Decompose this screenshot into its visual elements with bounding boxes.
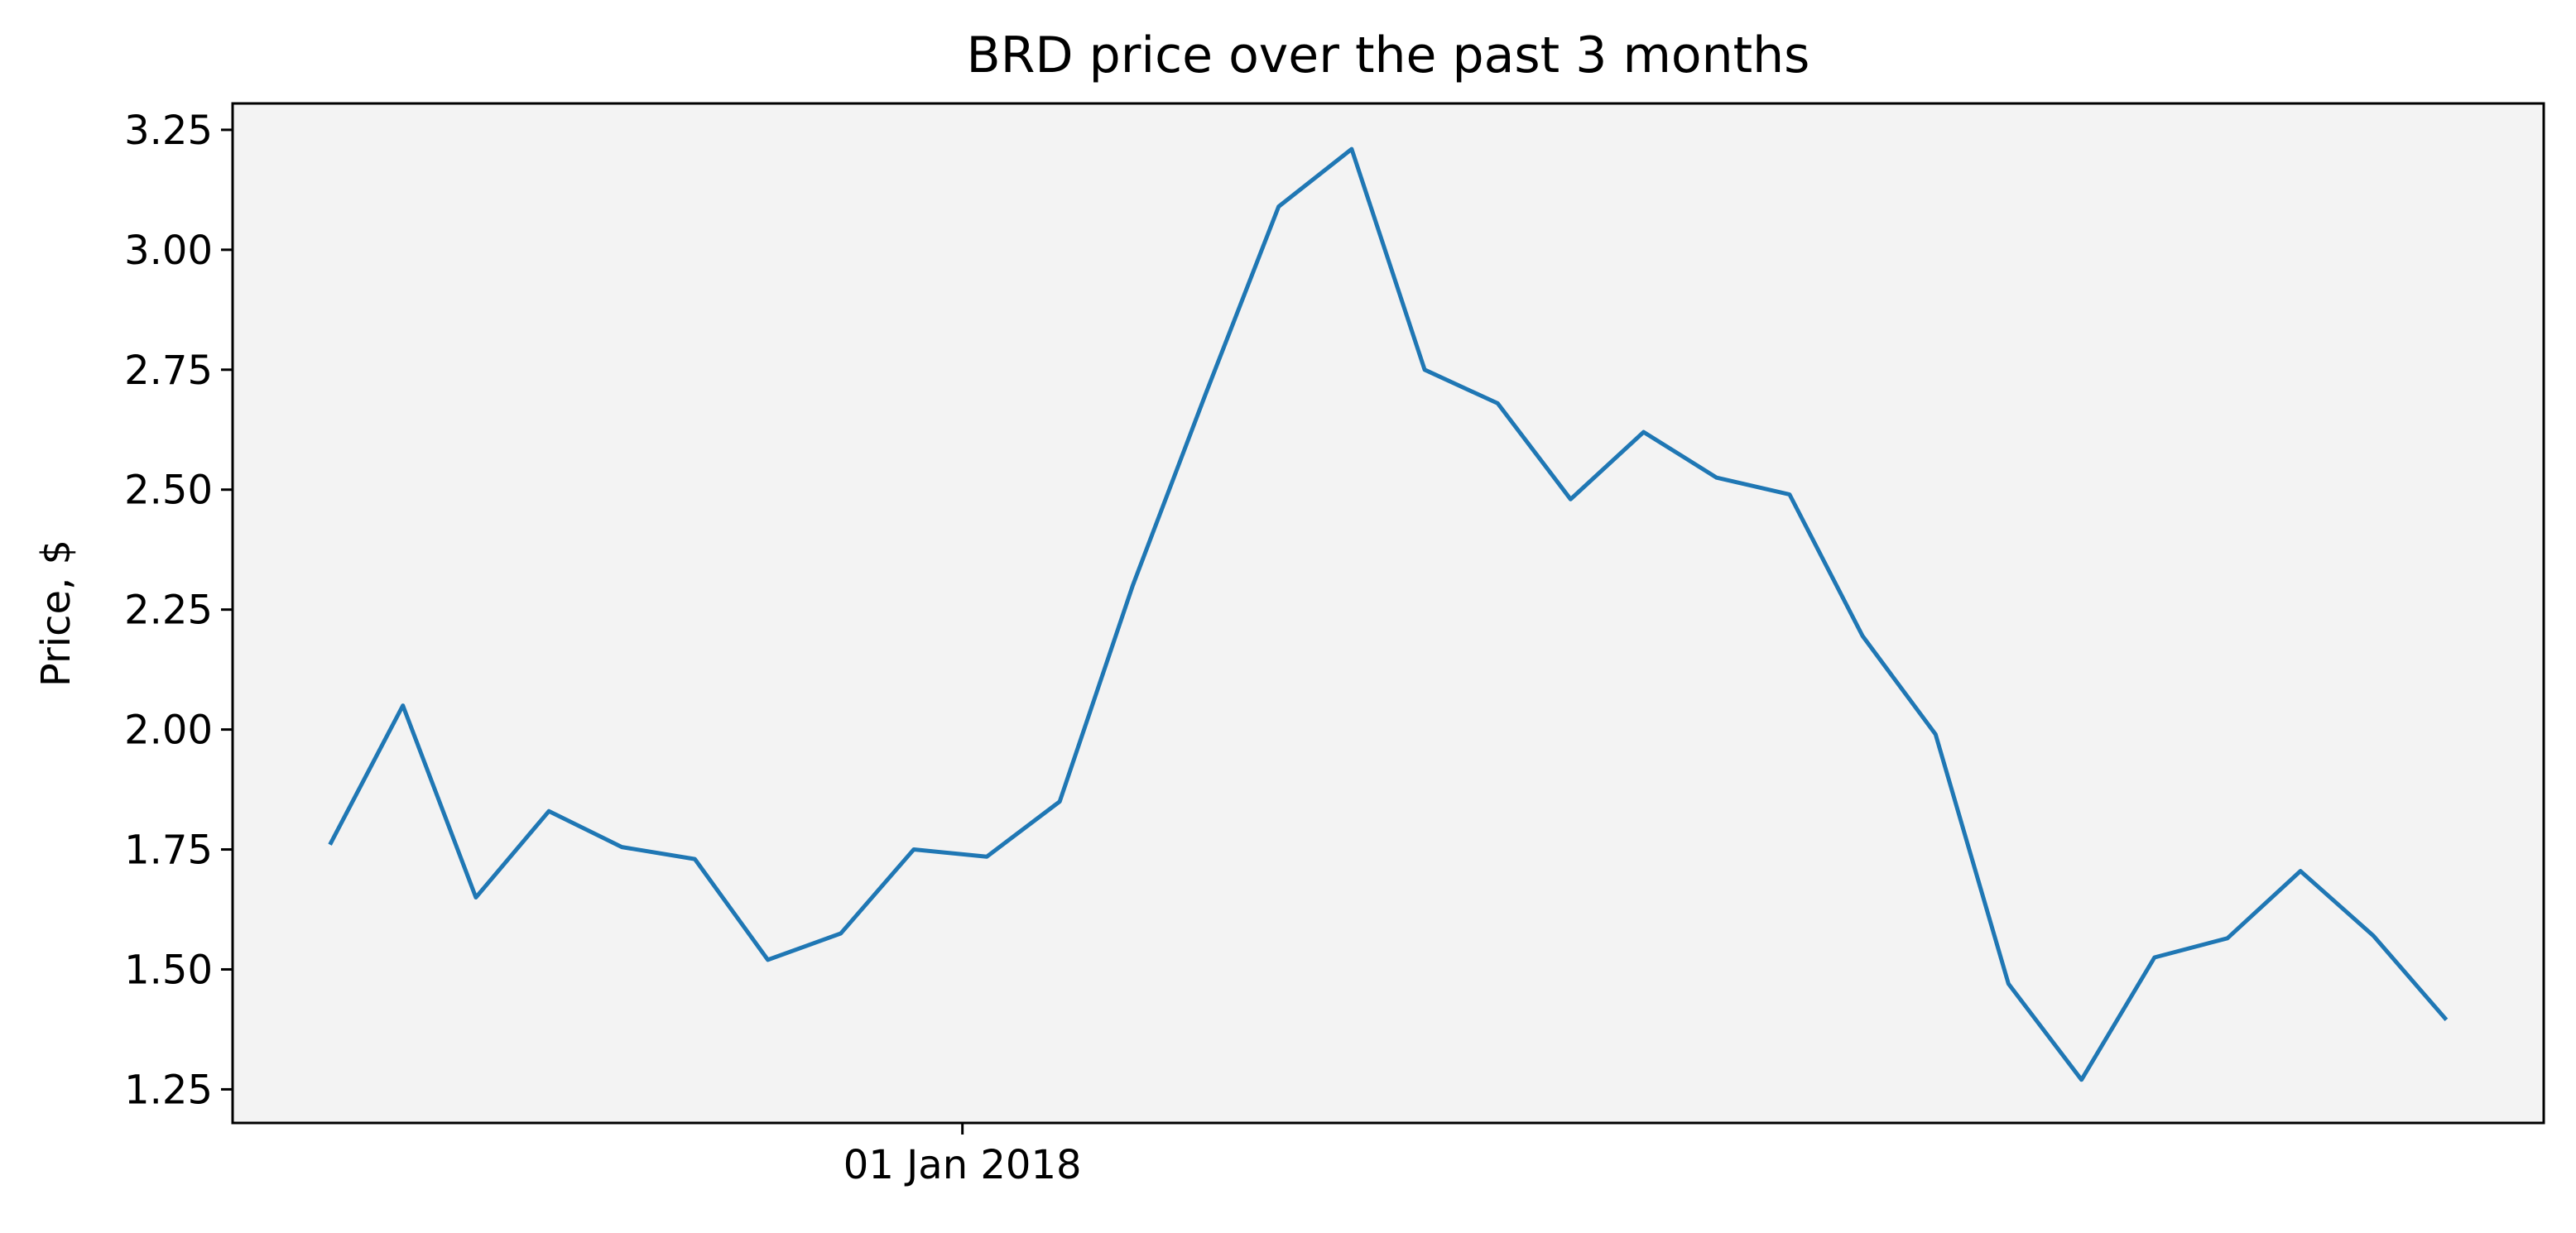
y-tick-label: 2.75	[124, 348, 213, 394]
y-tick-label: 2.00	[124, 708, 213, 754]
y-tick-label: 2.25	[124, 588, 213, 634]
series-line-price	[328, 146, 2449, 1082]
y-tick-label: 3.25	[124, 108, 213, 154]
plot-area	[233, 103, 2544, 1123]
plot-frame	[231, 102, 2545, 1125]
chart-title: BRD price over the past 3 months	[967, 26, 1810, 84]
y-tick-label: 1.75	[124, 828, 213, 874]
y-tick-label: 1.50	[124, 947, 213, 993]
series-layer	[328, 146, 2449, 1082]
y-tick-label: 1.25	[124, 1067, 213, 1113]
y-axis-label: Price, $	[33, 540, 79, 687]
y-axis-ticks: 1.25 1.50 1.75 2.00 2.25 2.50 2.75 3.00 3.25	[124, 108, 233, 1113]
y-tick-label: 3.00	[124, 228, 213, 274]
x-tick-label: 01 Jan 2018	[843, 1142, 1082, 1188]
x-axis-ticks: 01 Jan 2018	[843, 1123, 1082, 1188]
y-tick-label: 2.50	[124, 468, 213, 514]
